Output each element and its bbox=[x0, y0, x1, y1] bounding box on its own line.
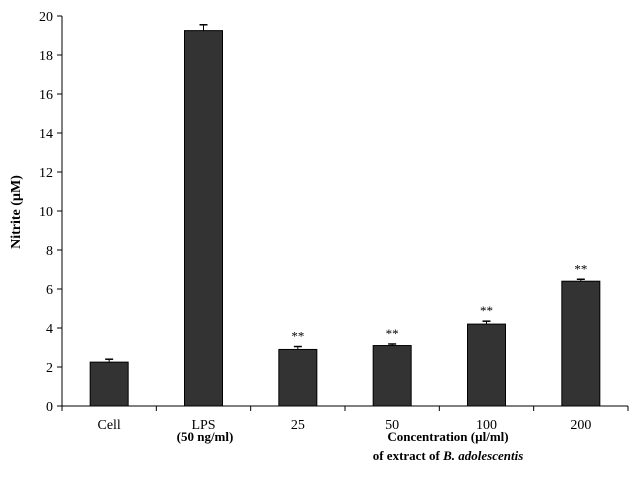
bar-25 bbox=[278, 348, 318, 407]
y-tick-label: 10 bbox=[39, 205, 53, 220]
significance-label: ** bbox=[574, 261, 587, 276]
y-tick-label: 0 bbox=[46, 400, 53, 415]
y-axis-title: Nitrite (µM) bbox=[9, 175, 24, 249]
extract-label-prefix: of extract of bbox=[373, 448, 443, 463]
bar-cell bbox=[89, 361, 129, 407]
y-axis: 0 2 4 6 8 10 12 14 16 18 20 bbox=[39, 10, 63, 415]
bar-100 bbox=[467, 323, 506, 407]
significance-label: ** bbox=[291, 329, 304, 344]
y-tick-label: 6 bbox=[46, 283, 53, 298]
x-tick-label: LPS bbox=[191, 418, 215, 433]
y-tick-label: 12 bbox=[39, 166, 53, 181]
significance-label: ** bbox=[386, 326, 399, 341]
bars-group bbox=[89, 30, 601, 407]
x-tick-label: 25 bbox=[291, 418, 305, 433]
significance-labels-group: ** ** ** ** bbox=[291, 261, 587, 343]
bar-lps bbox=[184, 30, 223, 407]
y-tick-label: 8 bbox=[46, 244, 53, 259]
y-tick-label: 14 bbox=[39, 127, 53, 142]
bar-50 bbox=[372, 345, 412, 407]
bar-200 bbox=[561, 280, 601, 407]
lps-dose-label: (50 ng/ml) bbox=[177, 429, 234, 444]
y-tick-label: 20 bbox=[39, 10, 53, 25]
x-tick-label: 100 bbox=[476, 418, 497, 433]
concentration-label: Concentration (µl/ml) bbox=[387, 429, 508, 444]
x-tick-label: 50 bbox=[385, 418, 399, 433]
x-axis: Cell LPS 25 50 100 200 bbox=[61, 405, 629, 433]
significance-label: ** bbox=[480, 303, 493, 318]
y-tick-label: 4 bbox=[46, 322, 53, 337]
x-tick-label: 200 bbox=[570, 418, 591, 433]
extract-label: of extract of B. adolescentis bbox=[373, 448, 524, 463]
x-tick-label: Cell bbox=[97, 418, 120, 433]
y-tick-label: 18 bbox=[39, 49, 53, 64]
y-tick-label: 16 bbox=[39, 88, 53, 103]
y-tick-label: 2 bbox=[46, 361, 53, 376]
extract-label-species: B. adolescentis bbox=[442, 448, 523, 463]
error-bars-group bbox=[105, 24, 585, 363]
